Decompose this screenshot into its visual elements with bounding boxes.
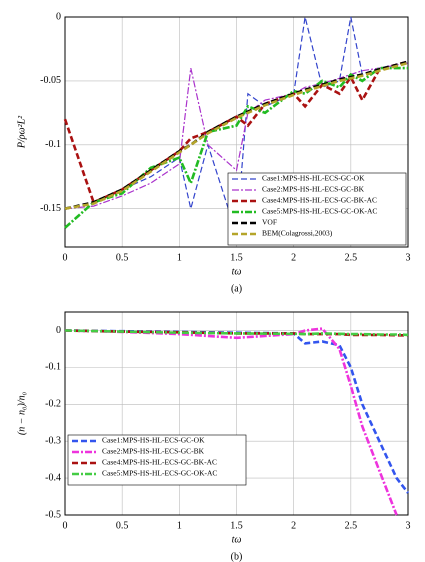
- y-tick-label: -0.1: [45, 139, 61, 150]
- y-axis-label: P/ρω²L²: [16, 115, 27, 149]
- plot-frame: [64, 311, 409, 516]
- series-line: [64, 16, 409, 235]
- y-tick-label: -0.3: [45, 435, 61, 446]
- x-tick-label: 1: [177, 252, 182, 263]
- y-tick-label: -0.15: [40, 203, 61, 214]
- x-tick-label: 2.5: [345, 520, 358, 531]
- series-line: [63, 60, 409, 205]
- y-tick-label: -0.4: [45, 472, 61, 483]
- x-tick-label: 1.5: [230, 520, 243, 531]
- x-tick-label: 3: [406, 520, 411, 531]
- plot-frame: [64, 16, 409, 248]
- legend-label: Case1:MPS-HS-HL-ECS-GC-OK: [262, 174, 365, 183]
- x-axis-label: tω: [232, 534, 242, 545]
- caption: (b): [231, 551, 243, 562]
- x-tick-label: 0.5: [116, 520, 129, 531]
- x-tick-label: 2: [291, 520, 296, 531]
- x-axis-label: tω: [232, 266, 242, 277]
- legend-label: Case5:MPS-HS-HL-ECS-GC-OK-AC: [102, 469, 217, 478]
- y-tick-label: -0.05: [40, 75, 61, 86]
- legend-box: [67, 434, 247, 486]
- y-tick-label: -0.2: [45, 399, 61, 410]
- legend-box: [227, 172, 407, 246]
- chart: 0 0.5 1 1.5 2 2.5 3 0 -0.05 -0.1 -0.15 tω P/ρω²L² (a)…: [16, 11, 410, 294]
- legend: Case1:MPS-HS-HL-ECS-GC-OK Case2:MPS-HS-HL…: [67, 434, 247, 486]
- x-tick-label: 3: [406, 252, 411, 263]
- legend-label: VOF: [262, 218, 277, 227]
- y-axis-label: (n − n₀)/n₀: [16, 391, 27, 435]
- legend-label: Case4:MPS-HS-HL-ECS-GC-BK-AC: [262, 196, 377, 205]
- chart: 0 0.5 1 1.5 2 2.5 3 0 -0.1 -0.2 -0.3 -0.4 -0.5 tω (n −…: [16, 311, 411, 562]
- y-tick-label: 0: [56, 325, 61, 336]
- series-line: [64, 329, 409, 337]
- legend-label: Case4:MPS-HS-HL-ECS-GC-BK-AC: [102, 458, 217, 467]
- series-line: [64, 61, 409, 210]
- y-tick-label: -0.1: [45, 362, 61, 373]
- caption: (a): [231, 283, 242, 294]
- legend-label: BEM(Colagrossi,2003): [262, 229, 333, 238]
- x-tick-label: 0.5: [116, 252, 129, 263]
- x-tick-label: 2.5: [345, 252, 358, 263]
- x-tick-label: 1: [177, 520, 182, 531]
- legend-label: Case2:MPS-HS-HL-ECS-GC-BK: [262, 185, 365, 194]
- legend-label: Case1:MPS-HS-HL-ECS-GC-OK: [102, 436, 205, 445]
- legend-label: Case2:MPS-HS-HL-ECS-GC-BK: [102, 447, 205, 456]
- legend: Case1:MPS-HS-HL-ECS-GC-OK Case2:MPS-HS-HL…: [227, 172, 407, 246]
- x-tick-label: 0: [63, 252, 68, 263]
- x-tick-label: 0: [63, 520, 68, 531]
- y-tick-label: -0.5: [45, 509, 61, 520]
- y-tick-label: 0: [56, 11, 61, 22]
- x-tick-label: 2: [291, 252, 296, 263]
- series-line: [64, 327, 398, 516]
- x-tick-label: 1.5: [230, 252, 243, 263]
- legend-label: Case5:MPS-HS-HL-ECS-GC-OK-AC: [262, 207, 377, 216]
- series-line: [64, 329, 410, 494]
